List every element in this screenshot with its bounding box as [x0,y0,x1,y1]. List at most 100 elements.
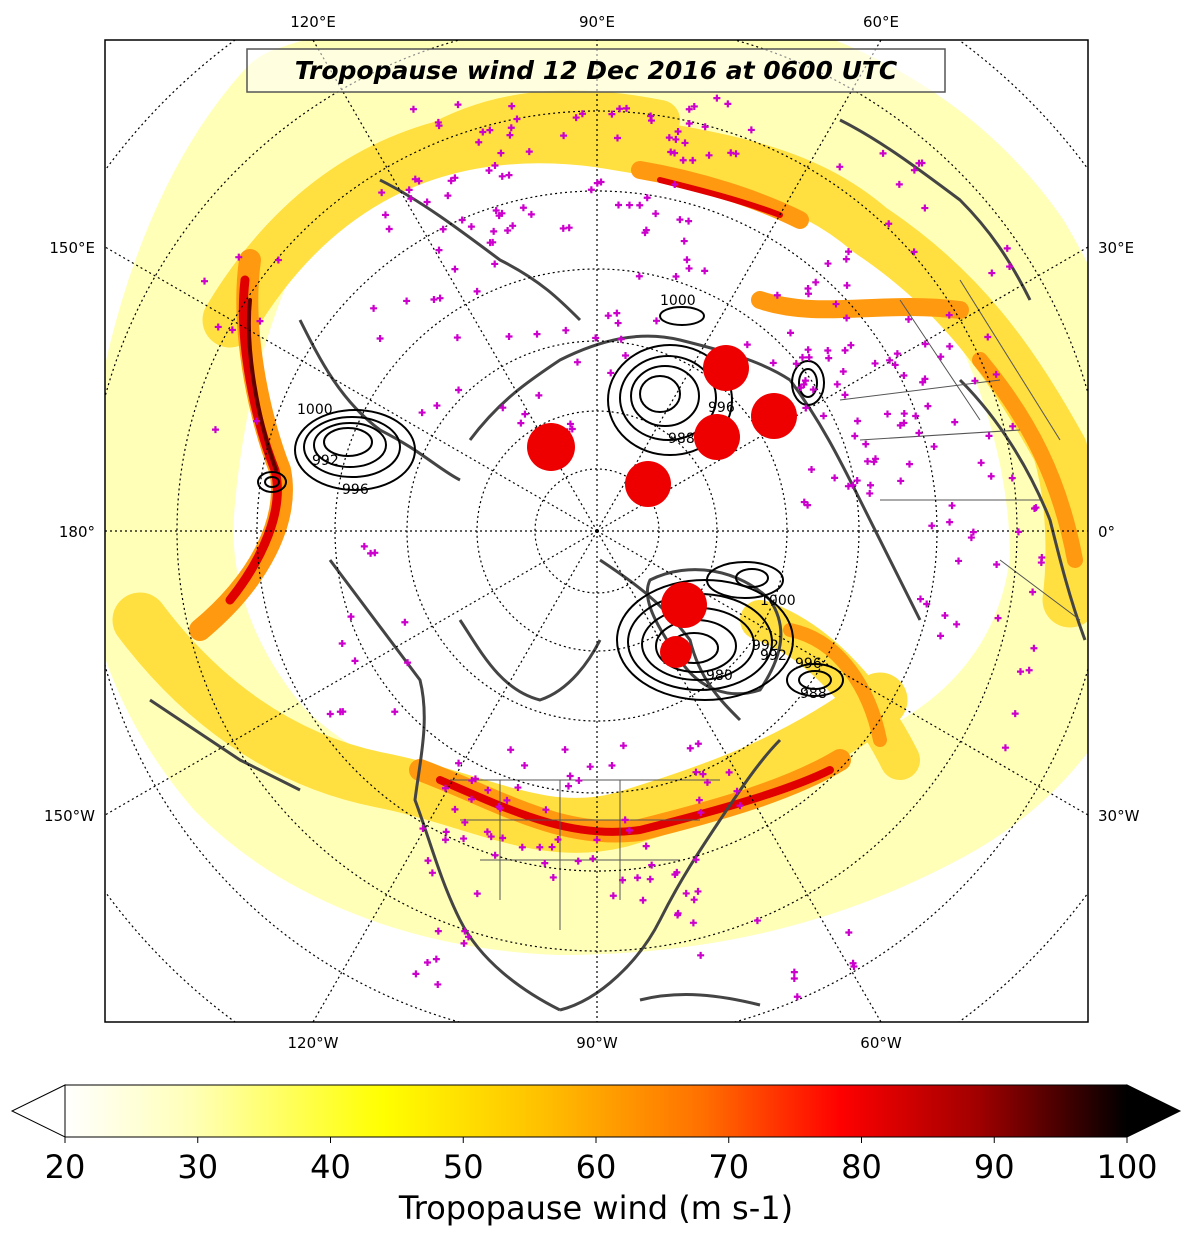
station-marker [521,410,529,418]
station-marker [689,156,697,164]
lon-label: 90°E [579,13,615,31]
station-marker [564,782,572,790]
station-marker [376,335,384,343]
station-marker [441,784,449,792]
station-marker [683,256,691,264]
station-marker [844,482,852,490]
station-marker [439,225,447,233]
station-marker [634,874,642,882]
station-marker [405,186,413,194]
station-marker [851,432,859,440]
contour-label: 992 [312,453,339,469]
station-marker [804,285,812,293]
map-title: Tropopause wind 12 Dec 2016 at 0600 UTC [295,56,898,85]
lon-label: 120°E [290,13,336,31]
station-marker [647,117,655,125]
station-marker [694,740,702,748]
station-marker [432,955,440,963]
station-marker [460,939,468,947]
station-marker [434,927,442,935]
station-marker [492,206,500,214]
station-marker [613,309,621,317]
station-marker [475,138,483,146]
station-marker [549,873,557,881]
station-marker [621,816,629,824]
station-marker [967,534,975,542]
station-marker [948,502,956,510]
station-marker [736,802,744,810]
station-marker [604,312,612,320]
station-marker [900,410,908,418]
station-marker [769,359,777,367]
station-marker [853,477,861,485]
station-marker [690,896,698,904]
station-marker [994,614,1002,622]
station-marker [896,421,904,429]
station-marker [1006,263,1014,271]
station-marker [685,120,693,128]
station-marker [1001,744,1009,752]
station-marker [499,834,507,842]
station-marker [804,346,812,354]
station-marker [559,224,567,232]
station-marker [733,787,741,795]
station-marker [504,226,512,234]
station-marker [824,260,832,268]
station-marker [326,710,334,718]
station-marker [442,828,450,836]
station-marker [1009,422,1017,430]
station-marker [574,857,582,865]
colorbar-ticks: 20 30 40 50 60 70 80 90 100 [45,1137,1158,1186]
station-marker [235,253,243,261]
station-marker [686,744,694,752]
station-marker [690,102,698,110]
station-marker [505,171,513,179]
station-marker [682,889,690,897]
station-marker [548,843,556,851]
station-marker [455,386,463,394]
station-marker [921,340,929,348]
colorbar-label: Tropopause wind (m s-1) [398,1189,793,1227]
station-marker [385,225,393,233]
station-marker [508,102,516,110]
station-marker [642,842,650,850]
station-marker [820,412,828,420]
station-marker [436,294,444,302]
lon-label: 30°E [1098,239,1134,257]
station-marker [607,369,615,377]
station-marker [905,460,913,468]
station-marker [919,378,927,386]
station-marker [575,777,583,785]
cyclone-center-marker [625,461,671,507]
station-marker [897,477,905,485]
cyclone-center-marker [703,345,749,391]
station-marker [615,201,623,209]
station-marker [685,105,693,113]
colorbar-tick-label: 70 [708,1148,749,1186]
station-marker [905,315,913,323]
station-marker [507,746,515,754]
station-marker [489,238,497,246]
station-marker [471,775,479,783]
station-marker [636,201,644,209]
station-marker [614,319,622,327]
station-marker [498,172,506,180]
station-marker [491,851,499,859]
title-box: Tropopause wind 12 Dec 2016 at 0600 UTC [246,48,946,93]
station-marker [692,768,700,776]
station-marker [689,919,697,927]
station-marker [625,826,633,834]
station-marker [808,466,816,474]
station-marker [519,204,527,212]
station-marker [1014,528,1022,536]
station-marker [468,776,476,784]
cyclone-center-marker [527,423,575,471]
colorbar: 20 30 40 50 60 70 80 90 100 Tropopause wind (m s… [10,1084,1182,1227]
lon-label: 150°E [49,239,95,257]
colorbar-tick-label: 100 [1096,1148,1157,1186]
station-marker [497,149,505,157]
station-marker [705,151,713,159]
station-marker [409,105,417,113]
station-marker [843,281,851,289]
